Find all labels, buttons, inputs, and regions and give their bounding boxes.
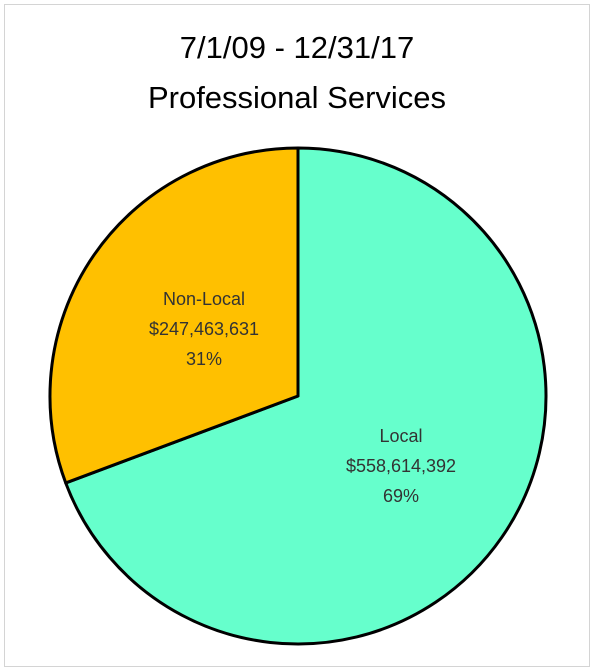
chart-title-line-1: 7/1/09 - 12/31/17: [179, 30, 415, 65]
label-local-value: $558,614,392: [346, 456, 456, 476]
chart-title-line-2: Professional Services: [147, 80, 447, 115]
label-local-percent: 69%: [383, 486, 419, 506]
label-non-local-percent: 31%: [186, 349, 222, 369]
slice-non-local: [48, 146, 300, 485]
label-local-name: Local: [379, 426, 422, 446]
label-non-local-value: $247,463,631: [149, 319, 259, 339]
slice-local: [64, 146, 548, 646]
label-non-local-name: Non-Local: [163, 289, 245, 309]
